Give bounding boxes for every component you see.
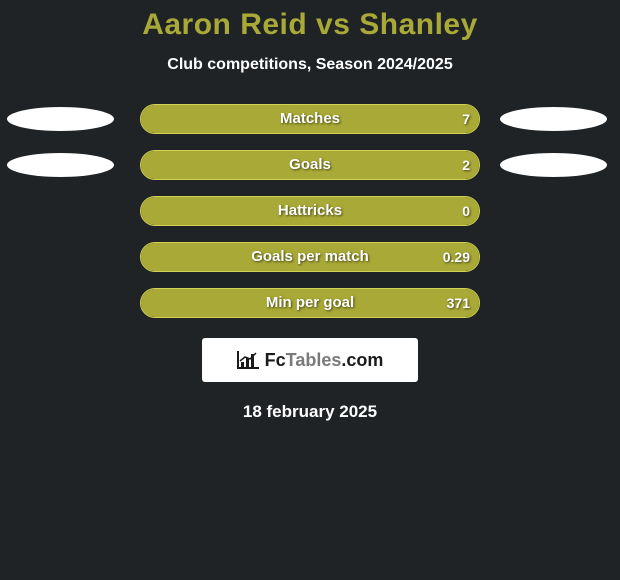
left-ellipse <box>7 153 114 177</box>
stat-bar <box>140 196 480 226</box>
stat-bar <box>140 104 480 134</box>
stats-section: Matches 7 Goals 2 Hattricks 0 Goals per … <box>0 104 620 318</box>
right-ellipse <box>500 153 607 177</box>
stat-bar <box>140 288 480 318</box>
subtitle: Club competitions, Season 2024/2025 <box>0 56 620 74</box>
stat-bar-fill <box>141 243 479 271</box>
left-ellipse <box>7 107 114 131</box>
stat-bar-fill <box>141 289 479 317</box>
stat-row-matches: Matches 7 <box>0 104 620 134</box>
stat-bar <box>140 150 480 180</box>
right-ellipse <box>500 107 607 131</box>
stat-bar-fill <box>141 105 479 133</box>
brand-suffix: Tables <box>286 350 342 370</box>
stat-row-min-per-goal: Min per goal 371 <box>0 288 620 318</box>
watermark: FcTables.com <box>202 338 418 382</box>
stat-bar <box>140 242 480 272</box>
watermark-text: FcTables.com <box>265 350 384 371</box>
stat-row-goals-per-match: Goals per match 0.29 <box>0 242 620 272</box>
stat-bar-fill <box>141 151 479 179</box>
brand-ext: .com <box>341 350 383 370</box>
brand-prefix: Fc <box>265 350 286 370</box>
chart-icon <box>237 351 259 369</box>
stats-card: Aaron Reid vs Shanley Club competitions,… <box>0 0 620 422</box>
stat-row-goals: Goals 2 <box>0 150 620 180</box>
title: Aaron Reid vs Shanley <box>0 8 620 42</box>
stat-bar-fill <box>141 197 479 225</box>
stat-row-hattricks: Hattricks 0 <box>0 196 620 226</box>
footer-date: 18 february 2025 <box>0 402 620 422</box>
